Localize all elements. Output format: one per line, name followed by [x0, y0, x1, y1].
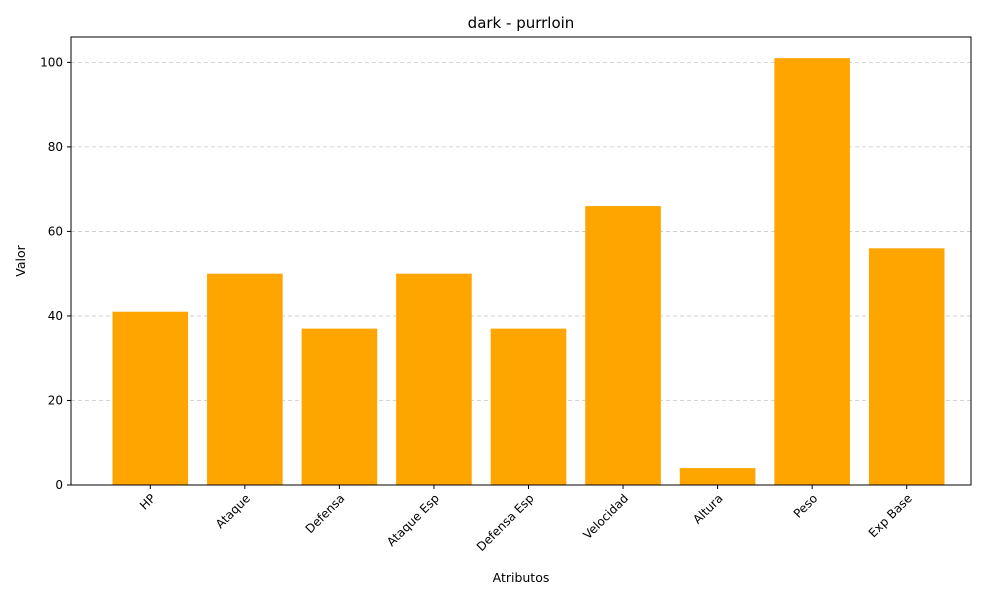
bar-defensa [301, 328, 378, 485]
bar-ataque-esp [396, 273, 472, 485]
bar-hp [112, 311, 189, 485]
y-tick-label: 100 [40, 55, 63, 69]
y-tick-label: 80 [48, 140, 63, 154]
y-tick-label: 20 [48, 393, 63, 407]
bar-ataque [207, 273, 283, 485]
chart-title: dark - purrloin [468, 14, 575, 32]
bars [112, 58, 945, 485]
bar-exp-base [868, 248, 945, 485]
bar-peso [774, 58, 850, 485]
y-tick-label: 60 [48, 224, 63, 238]
y-tick-label: 0 [55, 478, 63, 492]
bar-altura [679, 468, 756, 485]
plot-frame [70, 36, 972, 486]
y-tick-label: 40 [48, 309, 63, 323]
y-axis-ticks: 0 20 40 60 80 100 [40, 55, 71, 492]
y-axis-title: Valor [13, 244, 28, 276]
bar-velocidad [585, 206, 661, 485]
x-axis-title: Atributos [493, 570, 550, 585]
bar-defensa-esp [490, 328, 567, 485]
